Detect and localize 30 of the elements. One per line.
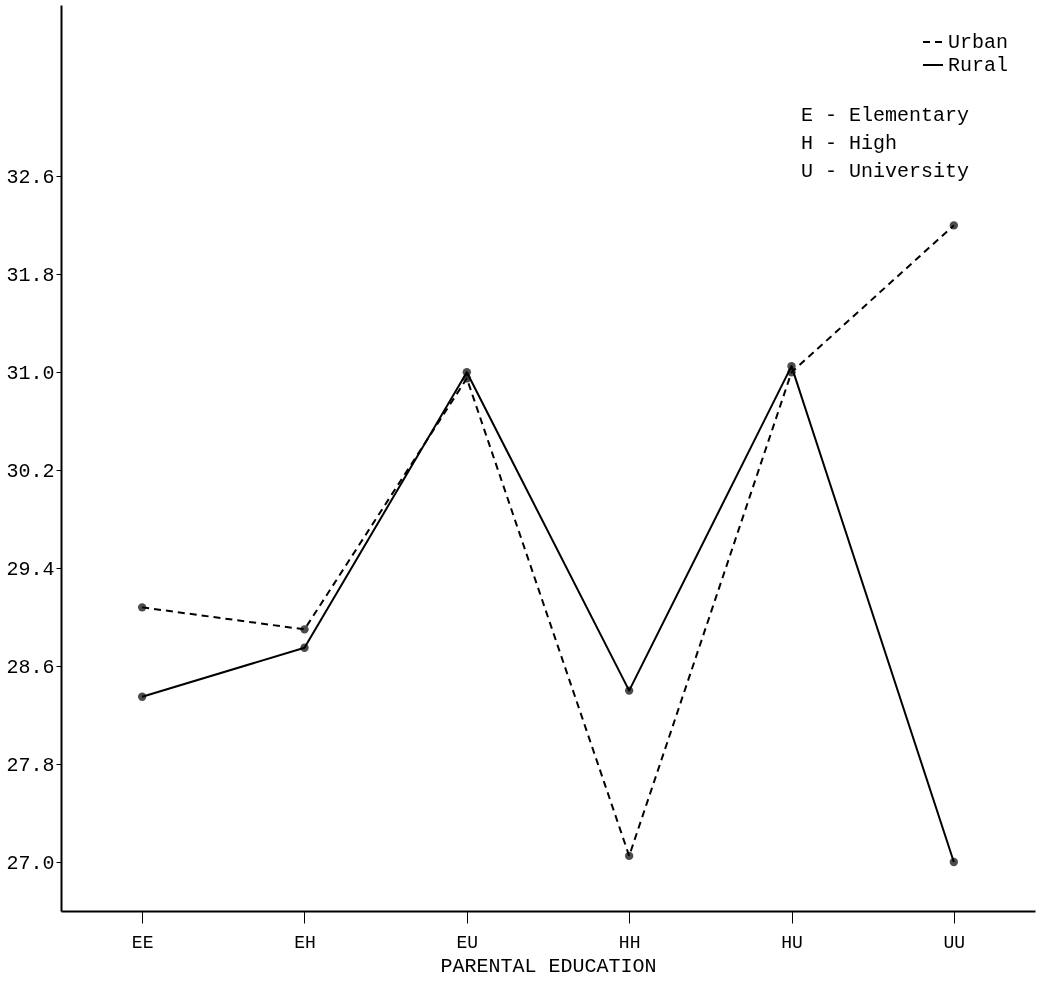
y-tick-label: 31.0 <box>6 361 55 385</box>
legend-label: Urban <box>948 31 1009 54</box>
x-tick-label: HU <box>781 932 803 953</box>
y-tick-label: 32.6 <box>6 165 55 189</box>
y-tick-label: 30.2 <box>6 459 55 483</box>
legend-label: Rural <box>948 54 1009 77</box>
annotation: E - Elementary <box>801 104 970 127</box>
annotation: H - High <box>801 132 898 155</box>
x-axis-title: PARENTAL EDUCATION <box>440 954 657 978</box>
y-tick-label: 27.0 <box>6 851 55 875</box>
x-tick-label: HH <box>618 932 641 953</box>
point <box>787 362 796 371</box>
y-tick-label: 31.8 <box>6 263 55 287</box>
point <box>624 686 634 695</box>
x-tick-label: EE <box>131 932 154 953</box>
point <box>137 692 147 701</box>
x-tick-label: EU <box>456 932 479 953</box>
y-tick-label: 28.6 <box>6 655 55 679</box>
point <box>137 603 147 612</box>
y-tick-label: 29.4 <box>6 557 55 581</box>
point <box>300 625 309 634</box>
point <box>300 643 309 652</box>
point <box>624 851 634 861</box>
point <box>949 221 959 230</box>
point <box>462 368 472 377</box>
y-tick-label: 27.8 <box>6 753 55 777</box>
x-tick-label: EH <box>294 932 316 953</box>
x-tick-label: UU <box>943 932 966 953</box>
point <box>949 857 959 867</box>
annotation: U - University <box>801 160 970 183</box>
